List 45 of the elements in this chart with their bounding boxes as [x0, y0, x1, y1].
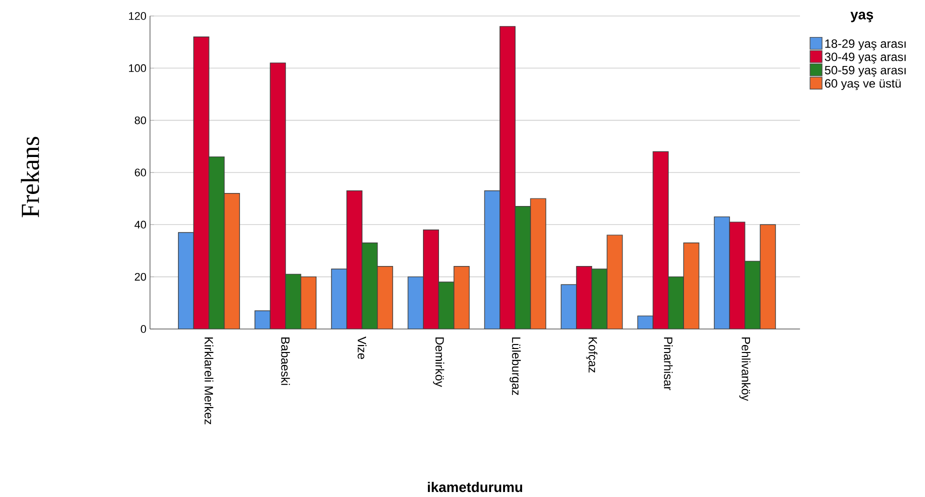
- legend-title: yaş: [850, 12, 874, 22]
- bar: [576, 266, 592, 329]
- x-axis-title: ikametdurumu: [428, 482, 522, 492]
- y-tick-label: 0: [140, 325, 146, 333]
- y-tick-label: 120: [129, 12, 146, 20]
- x-tick-label: Kirklareli Merkez: [204, 337, 214, 424]
- bar: [606, 234, 623, 329]
- bar: [652, 151, 669, 329]
- y-tick-label: 60: [134, 168, 146, 176]
- x-tick-label: Lüleburgaz: [510, 337, 521, 396]
- bar: [454, 266, 470, 329]
- bar: [193, 36, 210, 329]
- legend-label: 30-49 yaş arası: [824, 52, 906, 64]
- bar: [714, 216, 730, 329]
- bar: [224, 193, 240, 329]
- x-tick-label: Kofçaz: [586, 337, 598, 372]
- bar: [178, 232, 194, 329]
- bar: [300, 276, 316, 329]
- bar: [408, 276, 424, 329]
- bar: [377, 266, 394, 329]
- legend-label: 60 yaş ve üstü: [825, 79, 901, 90]
- x-tick-label: Demirköy: [433, 337, 444, 387]
- legend-label: 50-59 yaş arası: [824, 66, 906, 77]
- bar: [346, 190, 362, 329]
- bar: [331, 268, 348, 329]
- y-tick-label: 40: [134, 220, 146, 229]
- y-tick-label: 100: [129, 64, 146, 72]
- bar: [760, 224, 776, 329]
- bar: [270, 62, 286, 329]
- legend-label: 18-29 yaş arası: [825, 39, 906, 50]
- bar: [254, 310, 271, 329]
- bar: [683, 242, 700, 329]
- bar: [422, 230, 439, 329]
- bar: [500, 26, 516, 329]
- x-tick-label: Pehlivanköy: [739, 337, 750, 401]
- y-axis-title: Frekans: [20, 136, 40, 218]
- bar: [560, 284, 577, 329]
- bar: [530, 198, 546, 329]
- bar: [484, 190, 500, 329]
- x-tick-label: Pinarhisar: [664, 337, 673, 390]
- x-tick-label: Vize: [358, 336, 366, 360]
- y-tick-label: 80: [134, 116, 146, 124]
- x-tick-label: Babaeski: [281, 337, 290, 385]
- y-tick-label: 20: [134, 272, 146, 281]
- bar: [729, 222, 746, 329]
